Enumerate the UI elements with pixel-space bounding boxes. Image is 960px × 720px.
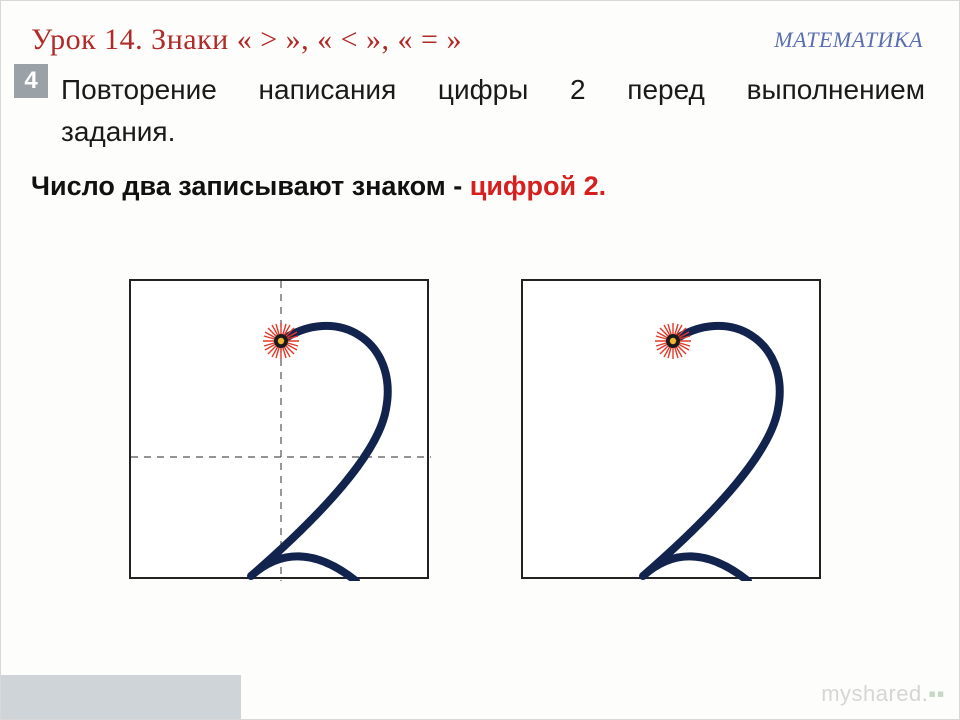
digit-two-path <box>643 326 780 581</box>
statement-prefix: Число два записывают знаком - <box>31 171 470 201</box>
figure-row <box>129 279 821 579</box>
footer-accent-bar <box>1 675 241 719</box>
statement-highlight: цифрой 2. <box>470 171 606 201</box>
lesson-title: Урок 14. Знаки « > », « < », « = » <box>31 23 462 56</box>
task-number-badge: 4 <box>14 64 48 98</box>
task-text-line1: Повторение написания цифры 2 перед выпол… <box>61 69 925 111</box>
start-dot-inner <box>670 338 676 344</box>
subject-label: МАТЕМАТИКА <box>774 27 923 53</box>
watermark-text: myshared <box>821 681 922 706</box>
slide: Урок 14. Знаки « > », « < », « = » МАТЕМ… <box>0 0 960 720</box>
watermark-icon: .▪▪ <box>922 681 945 706</box>
digit-two-svg-right <box>523 281 823 581</box>
task-text-line2: задания. <box>61 111 925 153</box>
statement-line: Число два записывают знаком - цифрой 2. <box>31 171 925 202</box>
writing-box-left <box>129 279 429 579</box>
start-marker-icon <box>655 323 691 359</box>
start-dot-inner <box>278 338 284 344</box>
digit-two-path <box>251 326 388 581</box>
watermark: myshared.▪▪ <box>821 681 945 707</box>
task-text: Повторение написания цифры 2 перед выпол… <box>61 69 925 153</box>
start-marker-icon <box>263 323 299 359</box>
writing-box-right <box>521 279 821 579</box>
digit-two-svg-left <box>131 281 431 581</box>
